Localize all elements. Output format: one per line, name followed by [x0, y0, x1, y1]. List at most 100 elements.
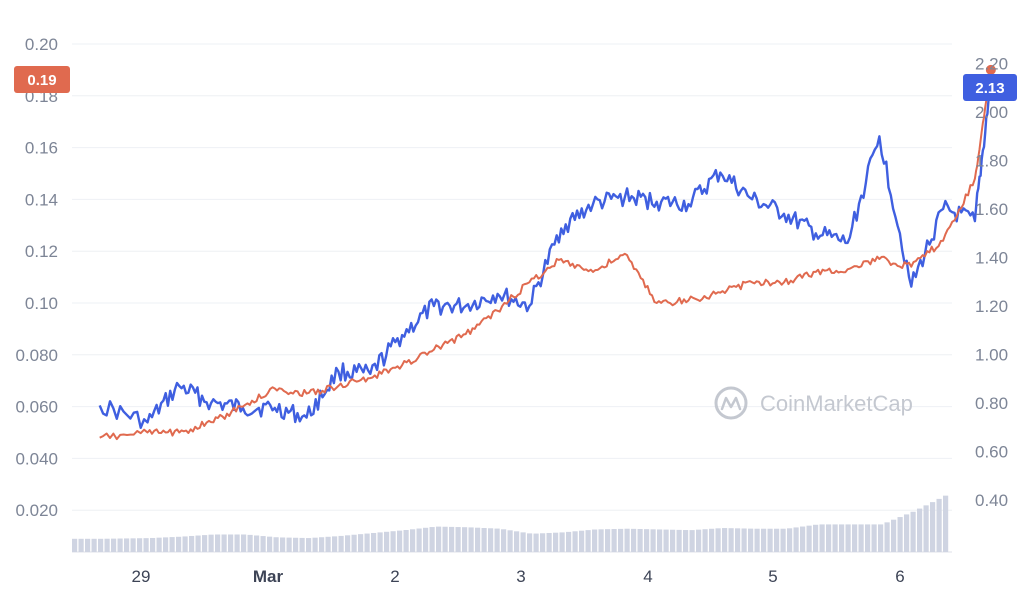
volume-bar: [917, 508, 923, 552]
volume-bar: [728, 528, 734, 552]
volume-bar: [715, 528, 721, 552]
left-tick-label: 0.020: [15, 501, 58, 520]
volume-bar: [787, 528, 793, 552]
volume-bar: [202, 535, 208, 552]
volume-bar: [195, 535, 201, 552]
volume-bar: [709, 528, 715, 552]
volume-bar: [533, 533, 539, 552]
volume-bar: [299, 537, 305, 552]
volume-bar: [936, 498, 942, 552]
volume-bar: [670, 529, 676, 552]
volume-bar: [572, 531, 578, 552]
x-tick-label: 2: [390, 567, 399, 586]
left-tick-label: 0.080: [15, 346, 58, 365]
volume-bar: [605, 529, 611, 552]
volume-bar: [559, 532, 565, 552]
volume-bar: [156, 537, 162, 552]
volume-bar: [117, 538, 123, 552]
volume-bar: [150, 537, 156, 552]
series-layer: [98, 64, 996, 441]
volume-bar: [767, 528, 773, 552]
volume-bar: [442, 526, 448, 552]
right-tick-label: 0.40: [975, 491, 1008, 510]
volume-bar: [540, 533, 546, 552]
volume-bar: [286, 537, 292, 552]
x-axis: 29 Mar 2 3 4 5 6: [132, 567, 905, 586]
right-axis: 0.40 0.60 0.80 1.00 1.20 1.40 1.60 1.80 2.00 2.20: [975, 55, 1008, 511]
volume-bar: [696, 529, 702, 552]
volume-bar: [488, 528, 494, 552]
left-tick-label: 0.040: [15, 449, 58, 468]
volume-bar: [514, 531, 520, 552]
volume-bar: [143, 538, 149, 552]
volume-bar: [507, 530, 513, 552]
volume-bar: [338, 535, 344, 552]
volume-bar: [618, 528, 624, 552]
volume-bar: [241, 534, 247, 552]
x-tick-label: Mar: [253, 567, 284, 586]
volume-bar: [351, 534, 357, 552]
volume-bar: [501, 529, 507, 552]
volume-bar: [377, 532, 383, 552]
volume-bar: [748, 528, 754, 552]
volume-bar: [397, 530, 403, 552]
volume-bar: [813, 524, 819, 552]
left-tick-label: 0.12: [25, 242, 58, 261]
left-price-badge-text: 0.19: [27, 72, 56, 89]
volume-bar: [104, 538, 110, 552]
right-price-badge: [963, 74, 1017, 101]
volume-bar: [702, 529, 708, 552]
volume-bar: [228, 534, 234, 552]
left-tick-label: 0.14: [25, 190, 58, 209]
volume-bar: [871, 524, 877, 552]
volume-bar: [481, 527, 487, 552]
volume-bar: [735, 528, 741, 552]
blue-series-line: [98, 80, 992, 429]
volume-bar: [72, 538, 78, 552]
right-tick-label: 1.80: [975, 152, 1008, 171]
right-tick-label: 2.00: [975, 103, 1008, 122]
watermark: CoinMarketCap: [714, 386, 913, 420]
volume-bar: [826, 524, 832, 552]
volume-bar: [91, 538, 97, 552]
volume-bar: [676, 529, 682, 552]
volume-bar: [137, 538, 143, 552]
volume-bar: [689, 530, 695, 552]
volume-bar: [449, 526, 455, 552]
volume-bar: [280, 537, 286, 552]
volume-bar: [858, 524, 864, 552]
left-tick-label: 0.060: [15, 398, 58, 417]
volume-bar: [884, 522, 890, 552]
volume-bar: [878, 524, 884, 552]
volume-bar: [130, 538, 136, 552]
volume-bar: [390, 531, 396, 552]
orange-series-end-point: [985, 64, 996, 75]
volume-bar: [436, 526, 442, 552]
volume-bar: [566, 531, 572, 552]
right-tick-label: 0.80: [975, 394, 1008, 413]
volume-bar: [124, 538, 130, 552]
volume-bar: [819, 524, 825, 552]
right-tick-label: 0.60: [975, 443, 1008, 462]
volume-bar: [254, 535, 260, 552]
volume-bar: [800, 526, 806, 552]
volume-bar: [546, 532, 552, 552]
volume-bar: [78, 538, 84, 552]
volume-bar: [260, 536, 266, 552]
x-tick-label: 5: [768, 567, 777, 586]
volume-bar: [364, 533, 370, 552]
left-tick-label: 0.16: [25, 139, 58, 158]
volume-bar: [98, 538, 104, 552]
right-tick-label: 1.60: [975, 200, 1008, 219]
volume-bar: [891, 519, 897, 552]
volume-bar: [579, 530, 585, 552]
volume-bar: [806, 525, 812, 552]
volume-bar: [462, 527, 468, 552]
orange-series-line: [99, 69, 992, 441]
coinmarketcap-mark-icon: [720, 396, 742, 411]
volume-bar: [741, 528, 747, 552]
volume-bar: [754, 528, 760, 552]
volume-bar: [182, 536, 188, 552]
volume-bar: [923, 505, 929, 552]
left-price-badge: [14, 66, 70, 93]
